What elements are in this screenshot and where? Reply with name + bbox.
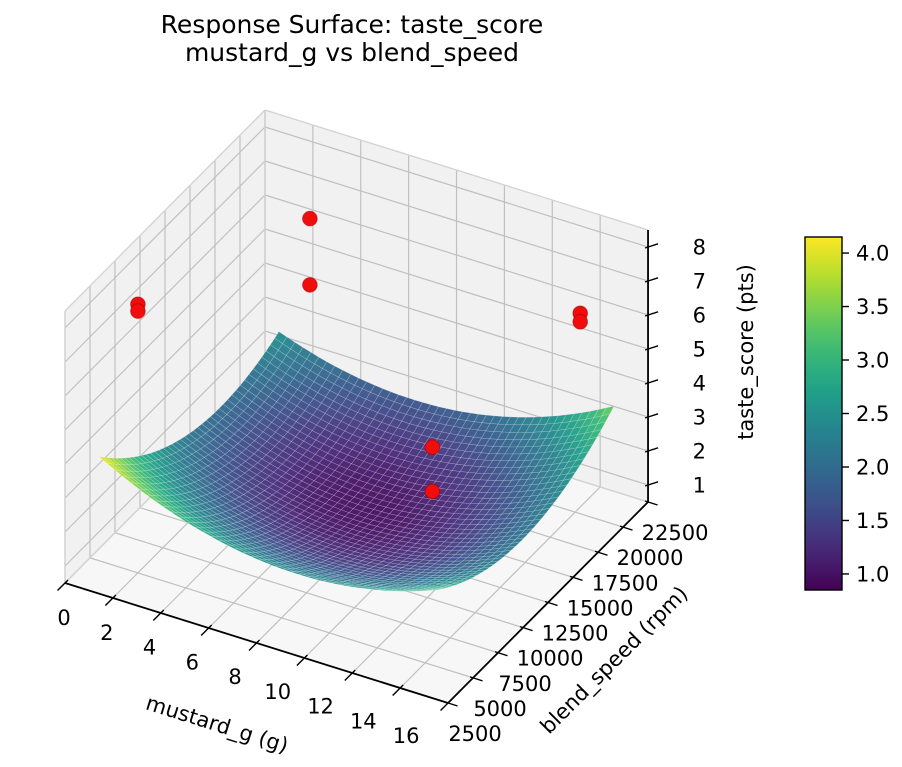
y-tick-label: 2500 (448, 722, 501, 746)
surface-facet (464, 574, 478, 579)
surface-facet (498, 549, 513, 556)
colorbar: 4.0 3.5 3.0 2.5 2.0 1.5 1.0 (804, 236, 889, 591)
z-axis-label: taste_score (pts) (734, 264, 759, 440)
surface-facet (596, 413, 611, 425)
y-tick-label: 5000 (473, 697, 526, 721)
z-tick-label: 8 (693, 236, 706, 260)
y-tick-label: 12500 (542, 622, 609, 646)
colorbar-tick-label: 3.5 (856, 295, 889, 319)
colorbar-tick-label: 2.5 (856, 402, 889, 426)
data-point (424, 439, 441, 456)
data-point (424, 483, 441, 500)
surface-facet (489, 557, 504, 563)
y-tick-label: 10000 (517, 647, 584, 671)
y-tick-label: 20000 (617, 546, 684, 570)
x-tick-label: 8 (228, 665, 241, 689)
colorbar-tick-label: 3.0 (856, 349, 889, 373)
colorbar-tick-label: 4.0 (856, 242, 889, 266)
x-tick-label: 14 (350, 709, 377, 733)
data-point (302, 210, 318, 227)
x-tick-label: 0 (57, 606, 70, 630)
chart-title-line1: Response Surface: taste_score (161, 10, 544, 39)
x-tick-label: 10 (264, 680, 291, 704)
surface-facet (566, 465, 581, 475)
surface-facet (493, 553, 508, 559)
chart-title-line2: mustard_g vs blend_speed (185, 38, 519, 67)
surface-facet (477, 566, 490, 572)
z-tick-label: 1 (693, 474, 706, 498)
data-point (302, 277, 318, 293)
surface-facet (426, 589, 439, 592)
colorbar-tick-label: 1.0 (856, 562, 889, 586)
surface-facet (485, 560, 500, 566)
z-tick-label: 4 (693, 372, 706, 396)
x-tick-label: 4 (143, 636, 156, 660)
surface-facet (502, 545, 517, 552)
surface-facet (571, 458, 585, 468)
x-tick-label: 16 (393, 724, 420, 748)
z-tick-label: 3 (693, 406, 706, 430)
z-tick-label: 2 (693, 440, 706, 464)
x-tick-label: 2 (100, 621, 113, 645)
surface-facet (541, 502, 555, 511)
colorbar-gradient (804, 236, 843, 591)
data-point (130, 303, 146, 319)
colorbar-tick-label: 2.0 (856, 455, 889, 479)
surface-facet (455, 579, 469, 583)
z-tick-label: 5 (693, 338, 706, 362)
surface-facet (562, 471, 577, 481)
z-tick-label: 6 (693, 304, 706, 328)
surface-facet (545, 496, 560, 505)
y-tick-label: 17500 (592, 571, 659, 595)
y-tick-label: 7500 (498, 672, 551, 696)
surface-facet (481, 563, 495, 569)
surface-facet (558, 478, 572, 487)
surface-facet (584, 436, 598, 447)
surface-facet (549, 490, 564, 499)
surface-facet (601, 405, 615, 417)
data-point (572, 314, 589, 330)
x-tick-label: 12 (307, 695, 334, 719)
y-tick-label: 22500 (642, 521, 709, 545)
scatter-points (130, 210, 589, 500)
y-tick-label: 15000 (567, 596, 634, 620)
z-tick-label: 7 (693, 270, 706, 294)
colorbar-tick-label: 1.5 (856, 509, 889, 533)
axis-spines (57, 230, 659, 711)
surface-facet (554, 484, 568, 493)
x-tick-label: 6 (186, 650, 199, 674)
surface-facet (515, 532, 530, 540)
response-surface-mesh (97, 331, 615, 592)
